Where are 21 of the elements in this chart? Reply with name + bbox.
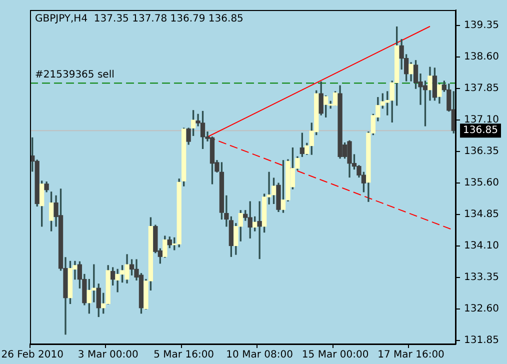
y-tick-label: 138.60 [464,52,500,63]
y-tick-label: 135.60 [464,178,500,189]
x-tick-label: 15 Mar 00:00 [302,350,369,361]
x-tick-label: 5 Mar 16:00 [154,350,214,361]
chart-title: GBPJPY,H4 137.35 137.78 136.79 136.85 [35,14,244,25]
x-tick-label: 3 Mar 00:00 [78,350,138,361]
y-tick-label: 139.35 [464,20,500,32]
x-tick-label: 17 Mar 16:00 [378,350,444,361]
x-tick-label: 26 Feb 2010 [1,350,64,361]
y-tick-label: 136.35 [464,146,500,158]
y-tick-label: 133.35 [464,272,500,284]
y-tick-label: 137.85 [464,83,500,94]
x-tick-label: 10 Mar 08:00 [226,350,293,361]
ref-line-label: #21539365 sell [35,70,114,81]
y-tick-label: 134.85 [464,209,500,220]
y-tick-label: 131.85 [464,335,500,346]
ref-line-label: 136.85 [463,125,498,136]
y-tick-label: 134.10 [464,240,500,252]
y-tick-label: 132.60 [464,304,500,315]
y-tick-label: 137.10 [464,114,500,126]
candlestick [257,201,262,260]
